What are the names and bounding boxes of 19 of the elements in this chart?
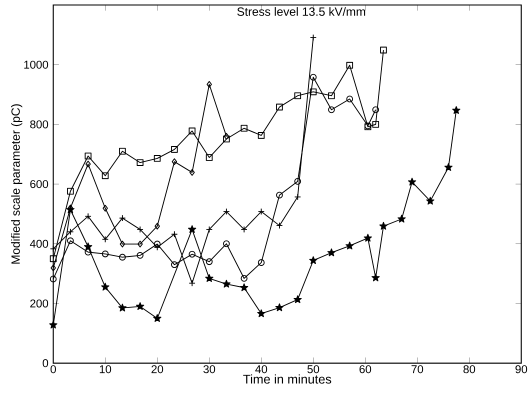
x-tick-label: 90 [515, 364, 528, 373]
x-tick-label: 40 [255, 364, 268, 373]
y-tick-label: 800 [30, 120, 48, 128]
x-tick-label: 20 [152, 364, 164, 373]
x-tick-label: 50 [307, 364, 320, 373]
y-tick-label: 1000 [24, 60, 48, 68]
y-tick-label: 600 [30, 180, 48, 188]
x-axis-title: Time in minutes [243, 374, 332, 384]
x-tick-label: 70 [412, 364, 424, 373]
y-tick-label: 400 [30, 240, 48, 248]
x-tick-label: 80 [463, 364, 476, 373]
x-tick-label: 0 [50, 364, 56, 373]
x-tick-label: 10 [100, 364, 112, 373]
y-axis-title: Modified scale parameter (pC) [11, 104, 22, 264]
chart-title: Stress level 13.5 kV/mm [237, 6, 366, 16]
x-tick-label: 60 [360, 364, 372, 373]
x-tick-label: 30 [203, 364, 216, 373]
y-tick-label: 200 [30, 299, 48, 308]
y-tick-label: 0 [42, 358, 48, 367]
